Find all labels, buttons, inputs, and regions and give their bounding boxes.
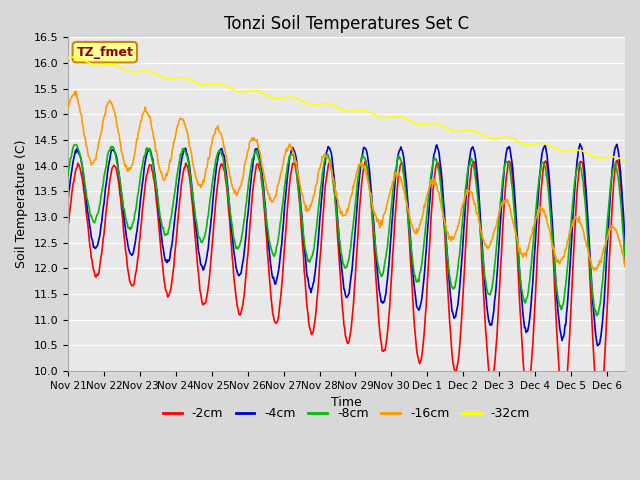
-32cm: [67, 55, 74, 60]
-16cm: [621, 264, 629, 270]
-8cm: [324, 153, 332, 158]
Line: -2cm: -2cm: [68, 160, 625, 411]
-32cm: [621, 158, 629, 164]
-2cm: [596, 408, 604, 414]
-2cm: [621, 261, 629, 266]
-4cm: [323, 149, 330, 155]
-32cm: [69, 54, 77, 60]
Text: TZ_fmet: TZ_fmet: [76, 46, 133, 59]
-2cm: [477, 240, 485, 246]
X-axis label: Time: Time: [331, 396, 362, 409]
-16cm: [71, 89, 79, 95]
-8cm: [593, 313, 600, 319]
Line: -4cm: -4cm: [68, 144, 625, 346]
-16cm: [478, 230, 486, 236]
-2cm: [613, 157, 621, 163]
-2cm: [64, 223, 72, 229]
-16cm: [324, 155, 332, 160]
-4cm: [621, 240, 629, 245]
-4cm: [302, 256, 310, 262]
-4cm: [576, 141, 584, 147]
Title: Tonzi Soil Temperatures Set C: Tonzi Soil Temperatures Set C: [224, 15, 469, 33]
-32cm: [303, 100, 310, 106]
-4cm: [64, 198, 72, 204]
-2cm: [142, 176, 150, 181]
-2cm: [323, 173, 330, 179]
-32cm: [64, 55, 72, 61]
-32cm: [465, 128, 472, 133]
Y-axis label: Soil Temperature (C): Soil Temperature (C): [15, 140, 28, 268]
-2cm: [464, 211, 472, 216]
-32cm: [324, 101, 332, 107]
-4cm: [464, 174, 472, 180]
-4cm: [67, 178, 74, 183]
Line: -8cm: -8cm: [68, 144, 625, 316]
Line: -32cm: -32cm: [68, 57, 625, 161]
-8cm: [72, 142, 79, 147]
-16cm: [143, 109, 150, 115]
Line: -16cm: -16cm: [68, 92, 625, 270]
-16cm: [465, 188, 472, 194]
-8cm: [67, 156, 74, 161]
-16cm: [64, 105, 72, 111]
-8cm: [64, 173, 72, 179]
-16cm: [67, 97, 74, 103]
Legend: -2cm, -4cm, -8cm, -16cm, -32cm: -2cm, -4cm, -8cm, -16cm, -32cm: [158, 402, 535, 425]
-8cm: [478, 244, 486, 250]
-8cm: [143, 145, 150, 151]
-8cm: [465, 163, 472, 169]
-8cm: [621, 254, 629, 260]
-4cm: [594, 343, 602, 348]
-8cm: [303, 251, 310, 256]
-2cm: [302, 286, 310, 291]
-32cm: [143, 68, 150, 74]
-16cm: [303, 203, 310, 209]
-16cm: [591, 267, 598, 273]
-32cm: [478, 132, 486, 138]
-4cm: [142, 155, 150, 160]
-2cm: [67, 204, 74, 210]
-4cm: [477, 226, 485, 231]
